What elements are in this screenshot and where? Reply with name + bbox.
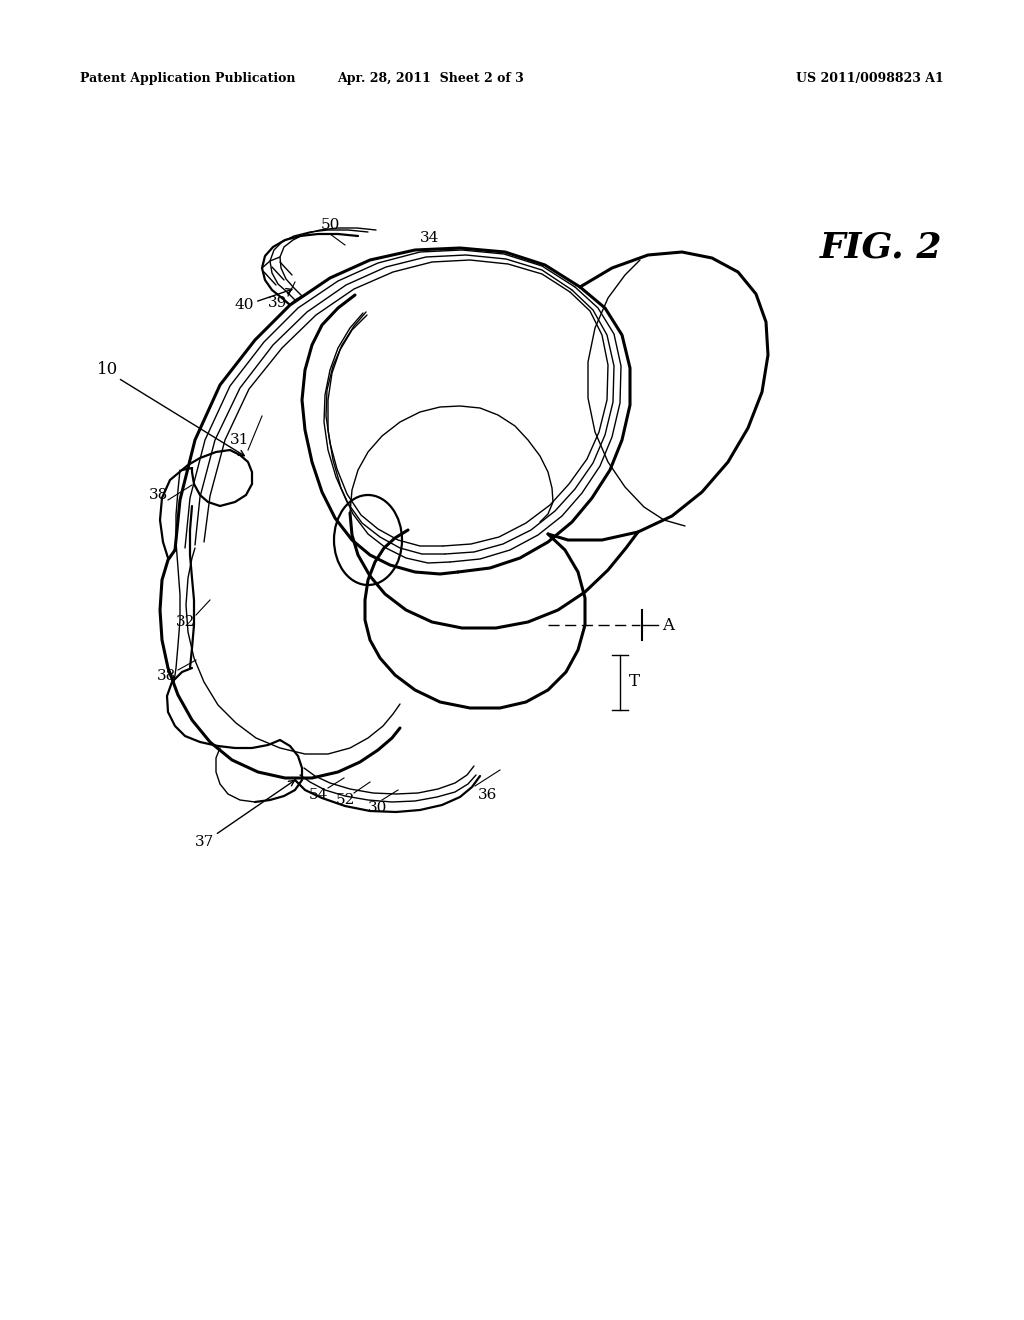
Text: 36: 36 <box>478 788 498 803</box>
Text: T: T <box>629 673 640 690</box>
Text: Patent Application Publication: Patent Application Publication <box>80 73 296 84</box>
Text: 38: 38 <box>148 488 168 502</box>
Text: Apr. 28, 2011  Sheet 2 of 3: Apr. 28, 2011 Sheet 2 of 3 <box>337 73 523 84</box>
Text: 54: 54 <box>308 788 328 803</box>
Text: 10: 10 <box>97 362 119 379</box>
Text: FIG. 2: FIG. 2 <box>820 230 942 264</box>
Text: 39: 39 <box>268 296 288 310</box>
Text: 30: 30 <box>369 801 388 814</box>
Text: 50: 50 <box>321 218 340 232</box>
Text: 40: 40 <box>234 298 254 312</box>
Text: 34: 34 <box>420 231 439 246</box>
Text: 38: 38 <box>157 669 176 682</box>
Text: A: A <box>662 616 674 634</box>
Text: 37: 37 <box>196 836 215 849</box>
Text: 31: 31 <box>230 433 250 447</box>
Text: 32: 32 <box>176 615 196 630</box>
Text: US 2011/0098823 A1: US 2011/0098823 A1 <box>797 73 944 84</box>
Text: 52: 52 <box>335 793 354 807</box>
